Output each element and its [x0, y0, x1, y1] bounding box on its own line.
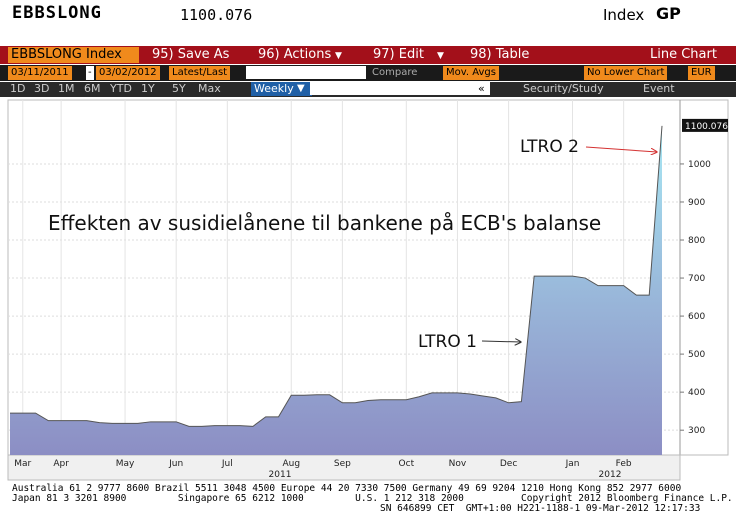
- x-tick-label: Sep: [334, 459, 351, 469]
- edit-button[interactable]: 97) Edit: [373, 47, 424, 62]
- annotation: LTRO 1: [418, 332, 477, 352]
- y-tick-label: 800: [688, 236, 705, 246]
- last-price-label: 1100.076: [685, 122, 728, 132]
- frequency[interactable]: Weekly: [251, 82, 312, 96]
- x-tick-label: Apr: [53, 459, 69, 469]
- period-button[interactable]: 1Y: [141, 82, 155, 95]
- mov-avgs[interactable]: Mov. Avgs: [443, 66, 499, 80]
- x-axis-band: [7, 454, 681, 481]
- year-label: 2011: [269, 470, 292, 480]
- tag: GP: [656, 4, 681, 23]
- x-tick-label: Feb: [616, 459, 632, 469]
- period-button[interactable]: 3D: [34, 82, 50, 95]
- lower-chart[interactable]: No Lower Chart: [584, 66, 668, 80]
- x-tick-label: Aug: [282, 459, 300, 469]
- footer-line: SN 646899 CET GMT+1:00 H221-1188-1 09-Ma…: [380, 503, 701, 514]
- footer-line: Australia 61 2 9777 8600 Brazil 5511 304…: [12, 483, 682, 494]
- input[interactable]: [246, 66, 366, 79]
- y-tick-label: 700: [688, 274, 705, 284]
- currency[interactable]: EUR: [688, 66, 715, 80]
- x-tick-label: Dec: [500, 459, 517, 469]
- dash: -: [86, 66, 94, 80]
- event-button[interactable]: Event: [643, 82, 675, 95]
- period-button[interactable]: 5Y: [172, 82, 186, 95]
- y-tick-label: 600: [688, 312, 705, 322]
- dropdown-arrow: ▼: [335, 51, 342, 61]
- x-tick-label: Oct: [399, 459, 415, 469]
- period-button[interactable]: 1M: [58, 82, 75, 95]
- annotation: LTRO 2: [520, 137, 579, 157]
- save-button[interactable]: 95) Save As: [152, 47, 230, 62]
- x-tick-label: May: [116, 459, 135, 469]
- security-box[interactable]: EBBSLONG Index: [8, 47, 139, 63]
- study-input: [310, 82, 490, 95]
- last-price: 1100.076: [180, 6, 253, 24]
- view-label: Line Chart: [650, 47, 717, 62]
- y-tick-label: 900: [688, 198, 705, 208]
- period-button[interactable]: Max: [198, 82, 221, 95]
- area: [10, 125, 662, 455]
- chart-title: Effekten av susidielånene til bankene på…: [48, 211, 601, 235]
- plot-area: [7, 99, 729, 456]
- annotation-arrow: [585, 146, 657, 152]
- ticker: EBBSLONG: [12, 3, 102, 23]
- end-date[interactable]: 03/02/2012: [96, 66, 160, 80]
- period-button[interactable]: YTD: [110, 82, 132, 95]
- dropdown-arrow: ▼: [437, 51, 444, 61]
- year-label: 2012: [599, 470, 622, 480]
- x-tick-label: Mar: [14, 459, 31, 469]
- period-button[interactable]: 1D: [10, 82, 26, 95]
- annotation-arrow: [481, 341, 521, 342]
- actions-button[interactable]: 96) Actions: [258, 47, 332, 62]
- toolbar: [0, 46, 736, 64]
- period-button[interactable]: 6M: [84, 82, 101, 95]
- x-tick-label: Jan: [565, 459, 580, 469]
- footer-line: Japan 81 3 3201 8900 Singapore 65 6212 1…: [12, 493, 733, 504]
- table-button[interactable]: 98) Table: [470, 47, 530, 62]
- y-tick-label: 500: [688, 350, 705, 360]
- compare[interactable]: Compare: [372, 67, 418, 78]
- collapse[interactable]: «: [478, 82, 485, 95]
- x-tick-label: Nov: [449, 459, 467, 469]
- market: Index: [603, 6, 645, 24]
- start-date[interactable]: 03/11/2011: [8, 66, 72, 80]
- last-price-box: [682, 118, 728, 132]
- x-tick-label: Jun: [168, 459, 183, 469]
- field-select[interactable]: Latest/Last: [169, 66, 231, 80]
- dropdown-arrow: ▼: [297, 83, 305, 94]
- y-tick-label: 1000: [688, 160, 711, 170]
- y-tick-label: 400: [688, 388, 705, 398]
- line: [10, 125, 663, 427]
- y-tick-label: 300: [688, 426, 705, 436]
- x-tick-label: Jul: [221, 459, 233, 469]
- study-button[interactable]: Security/Study: [523, 82, 604, 95]
